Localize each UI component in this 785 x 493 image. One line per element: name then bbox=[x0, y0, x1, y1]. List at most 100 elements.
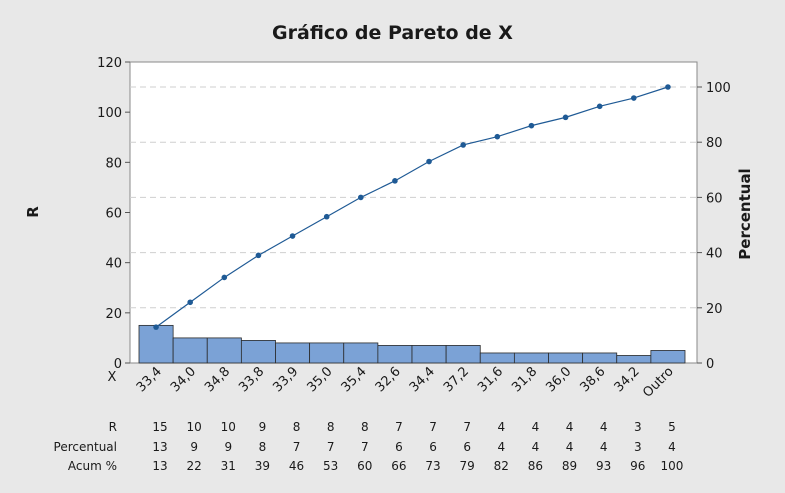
table-cell: 5 bbox=[668, 420, 676, 434]
category-label: 34,2 bbox=[612, 364, 643, 395]
table-cell: 8 bbox=[327, 420, 335, 434]
table-cell: 7 bbox=[463, 420, 471, 434]
bar bbox=[616, 355, 652, 364]
table-cell: 73 bbox=[425, 459, 440, 473]
bar bbox=[650, 350, 686, 364]
cumulative-point bbox=[153, 324, 159, 330]
table-cell: 31 bbox=[221, 459, 236, 473]
category-label: Outro bbox=[640, 364, 677, 401]
category-label: 35,0 bbox=[304, 364, 335, 395]
bar bbox=[582, 352, 618, 364]
right-tick-label: 80 bbox=[706, 136, 723, 151]
bar bbox=[240, 340, 276, 364]
bar bbox=[445, 345, 481, 364]
table-cell: 93 bbox=[596, 459, 611, 473]
bar bbox=[172, 337, 208, 364]
left-tick-label: 40 bbox=[105, 257, 122, 272]
cumulative-point bbox=[460, 142, 466, 148]
cumulative-point bbox=[665, 84, 671, 90]
category-label: 34,0 bbox=[168, 364, 199, 395]
table-cell: 9 bbox=[259, 420, 267, 434]
cumulative-point bbox=[528, 122, 535, 129]
table-cell: 4 bbox=[532, 420, 540, 434]
plot-area bbox=[129, 61, 698, 364]
left-tick-label: 0 bbox=[114, 357, 122, 372]
table-cell: 86 bbox=[528, 459, 543, 473]
bar bbox=[548, 352, 584, 364]
cumulative-point bbox=[323, 213, 330, 220]
table-cell: 4 bbox=[600, 420, 608, 434]
category-label: 38,6 bbox=[577, 364, 608, 395]
table-cell: 3 bbox=[634, 420, 642, 434]
table-cell: 89 bbox=[562, 459, 577, 473]
cumulative-point bbox=[392, 178, 398, 184]
table-cell: 22 bbox=[187, 459, 202, 473]
table-cell: 4 bbox=[497, 420, 505, 434]
right-tick-label: 100 bbox=[706, 81, 731, 96]
table-cell: 4 bbox=[566, 420, 574, 434]
table-cell: 4 bbox=[668, 440, 676, 454]
table-cell: 10 bbox=[221, 420, 236, 434]
bar bbox=[138, 324, 174, 364]
bar bbox=[377, 345, 413, 364]
right-tick-label: 20 bbox=[706, 302, 723, 317]
table-row-label: R bbox=[109, 420, 117, 434]
category-label: 36,0 bbox=[543, 364, 574, 395]
right-tick-label: 60 bbox=[706, 191, 723, 206]
table-cell: 4 bbox=[566, 440, 574, 454]
table-cell: 66 bbox=[391, 459, 406, 473]
table-cell: 100 bbox=[660, 459, 683, 473]
table-cell: 9 bbox=[190, 440, 198, 454]
cumulative-point bbox=[631, 95, 637, 101]
table-cell: 8 bbox=[293, 420, 301, 434]
cumulative-point bbox=[289, 233, 296, 239]
category-label: 33,9 bbox=[270, 364, 301, 395]
left-tick-label: 120 bbox=[97, 56, 122, 71]
category-label: 31,6 bbox=[475, 364, 506, 395]
table-cell: 8 bbox=[259, 440, 267, 454]
table-cell: 4 bbox=[532, 440, 540, 454]
table-cell: 7 bbox=[429, 420, 437, 434]
left-tick-label: 100 bbox=[97, 106, 122, 121]
table-cell: 46 bbox=[289, 459, 304, 473]
table-cell: 6 bbox=[463, 440, 471, 454]
bar bbox=[479, 352, 515, 364]
bar bbox=[411, 345, 447, 364]
table-cell: 79 bbox=[460, 459, 475, 473]
category-label: 34,4 bbox=[407, 364, 438, 395]
x-axis-label: X bbox=[108, 370, 117, 385]
table-cell: 10 bbox=[187, 420, 202, 434]
table-cell: 4 bbox=[497, 440, 505, 454]
cumulative-point bbox=[426, 158, 432, 165]
y-axis-label: R bbox=[24, 206, 42, 218]
bar bbox=[275, 342, 311, 364]
bar bbox=[343, 342, 379, 364]
category-label: 32,6 bbox=[373, 364, 404, 395]
category-label: 33,4 bbox=[134, 364, 165, 395]
cumulative-point bbox=[255, 252, 262, 259]
right-tick-label: 0 bbox=[706, 357, 714, 372]
table-cell: 6 bbox=[429, 440, 437, 454]
table-cell: 7 bbox=[327, 440, 335, 454]
cumulative-point bbox=[596, 103, 603, 110]
cumulative-point bbox=[562, 114, 569, 121]
category-label: 35,4 bbox=[339, 364, 370, 395]
category-label: 33,8 bbox=[236, 364, 267, 395]
bar bbox=[309, 342, 345, 364]
left-tick-label: 60 bbox=[105, 207, 122, 222]
cumulative-line bbox=[155, 86, 669, 328]
table-cell: 15 bbox=[152, 420, 167, 434]
cumulative-point bbox=[187, 299, 193, 306]
table-cell: 39 bbox=[255, 459, 270, 473]
table-cell: 96 bbox=[630, 459, 645, 473]
table-cell: 13 bbox=[152, 459, 167, 473]
table-cell: 60 bbox=[357, 459, 372, 473]
table-cell: 8 bbox=[361, 420, 369, 434]
cumulative-point bbox=[494, 133, 501, 140]
bar bbox=[206, 337, 242, 364]
table-cell: 82 bbox=[494, 459, 509, 473]
table-cell: 7 bbox=[361, 440, 369, 454]
category-label: 34,8 bbox=[202, 364, 233, 395]
table-cell: 6 bbox=[395, 440, 403, 454]
category-label: 37,2 bbox=[441, 364, 472, 395]
